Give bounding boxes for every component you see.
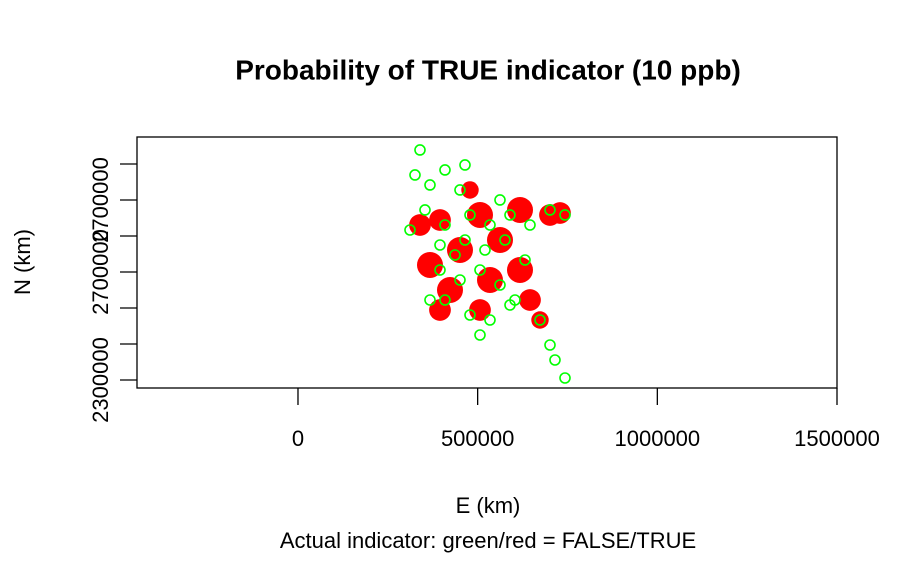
- x-tick-label: 0: [292, 426, 304, 451]
- x-tick-label: 500000: [441, 426, 514, 451]
- point: [549, 354, 561, 366]
- point: [519, 254, 531, 266]
- chart-title: Probability of TRUE indicator (10 ppb): [235, 54, 741, 85]
- point: [424, 179, 436, 191]
- point: [466, 201, 493, 228]
- point: [559, 372, 571, 384]
- point: [404, 224, 416, 236]
- point: [439, 294, 451, 306]
- point: [464, 309, 476, 321]
- point: [464, 209, 476, 221]
- point: [424, 294, 436, 306]
- y-tick-label: 2700000: [88, 229, 113, 315]
- point: [544, 339, 556, 351]
- point: [419, 204, 431, 216]
- y-axis-label: N (km): [10, 229, 35, 295]
- point: [499, 234, 511, 246]
- point: [434, 239, 446, 251]
- point: [454, 184, 466, 196]
- point: [544, 204, 556, 216]
- point: [534, 314, 546, 326]
- y-tick-label: 2300000: [88, 337, 113, 423]
- point: [519, 289, 541, 311]
- point: [461, 181, 479, 199]
- y-tick-label: 2700000: [88, 157, 113, 243]
- point: [459, 159, 471, 171]
- point: [429, 209, 451, 231]
- point: [479, 244, 491, 256]
- point: [439, 219, 451, 231]
- x-axis-label: E (km): [456, 493, 521, 518]
- point: [409, 169, 421, 181]
- point: [449, 249, 461, 261]
- point: [446, 236, 473, 263]
- plot-frame: [136, 136, 838, 389]
- point: [459, 234, 471, 246]
- point: [506, 196, 533, 223]
- point: [434, 264, 446, 276]
- point: [504, 299, 516, 311]
- point: [414, 144, 426, 156]
- point: [506, 256, 533, 283]
- caption: Actual indicator: green/red = FALSE/TRUE: [280, 528, 696, 553]
- point: [439, 164, 451, 176]
- point: [494, 194, 506, 206]
- x-tick-label: 1000000: [615, 426, 701, 451]
- point: [474, 329, 486, 341]
- point: [484, 219, 496, 231]
- x-tick-label: 1500000: [794, 426, 880, 451]
- point: [559, 209, 571, 221]
- point: [494, 279, 506, 291]
- point: [484, 314, 496, 326]
- point: [416, 251, 443, 278]
- point: [474, 264, 486, 276]
- point: [504, 209, 516, 221]
- point: [524, 219, 536, 231]
- point: [454, 274, 466, 286]
- point: [531, 311, 549, 329]
